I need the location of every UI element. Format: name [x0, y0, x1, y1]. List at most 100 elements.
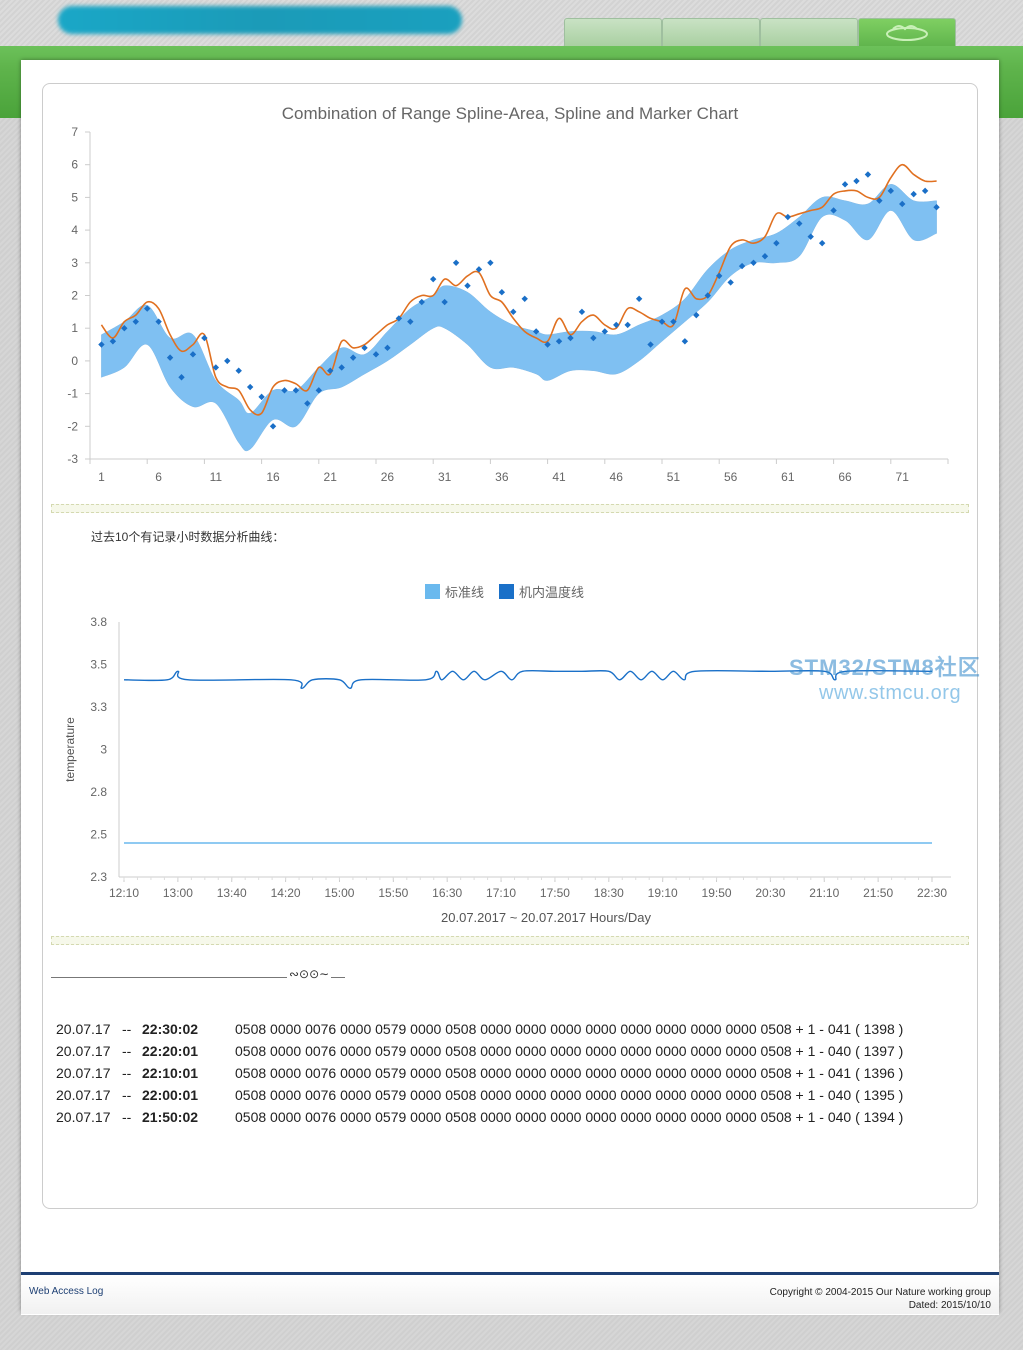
x-tick-label: 61 [781, 470, 795, 484]
x-tick-label: 13:00 [163, 886, 193, 900]
marker-point [727, 279, 734, 286]
log-list: 20.07.17 -- 22:30:02 0508 0000 0076 0000 05… [56, 1018, 976, 1128]
dated-text: Dated: 2015/10/10 [908, 1300, 991, 1311]
range-area-series [101, 184, 937, 452]
marker-point [395, 315, 403, 322]
y-tick-label: 5 [71, 190, 78, 204]
y-tick-label: 3.8 [90, 615, 107, 629]
log-time: 22:00:01 [142, 1087, 199, 1103]
marker-point [487, 259, 494, 266]
x-tick-label: 36 [495, 470, 509, 484]
nav-tab-active[interactable] [858, 18, 956, 47]
marker-point [361, 344, 368, 352]
page-container: Combination of Range Spline-Area, Spline… [21, 60, 999, 1315]
x-axis-title: 20.07.2017 ~ 20.07.2017 Hours/Day [441, 910, 651, 925]
y-tick-label: 2 [71, 289, 78, 303]
nav-tab-2[interactable] [662, 18, 760, 47]
x-tick-label: 1 [98, 470, 105, 484]
ornament-divider: ∾⊙⊙∼ [51, 967, 345, 982]
marker-point [510, 308, 517, 316]
legend-item-standard[interactable]: 标准线 [425, 582, 484, 601]
watermark: STM32/STM8社区 www.stmcu.org [789, 650, 981, 705]
marker-point [544, 341, 551, 348]
marker-point [464, 282, 471, 289]
x-tick-label: 13:40 [217, 886, 247, 900]
log-row: 20.07.17 -- 22:00:01 0508 0000 0076 0000 05… [56, 1084, 976, 1106]
marker-point [876, 197, 883, 204]
x-tick-label: 21:10 [809, 886, 839, 900]
marker-point [269, 423, 277, 430]
log-separator: -- [122, 1109, 132, 1125]
footer: Web Access Log Copyright © 2004-2015 Our… [21, 1272, 999, 1315]
x-tick-label: 46 [610, 470, 624, 484]
log-date: 20.07.17 [56, 1021, 111, 1037]
marker-point [818, 239, 826, 247]
y-tick-label: 3 [71, 256, 78, 270]
marker-point [578, 308, 586, 316]
marker-point [601, 328, 608, 335]
x-tick-label: 26 [381, 470, 395, 484]
marker-point [853, 177, 860, 185]
x-tick-label: 71 [896, 470, 910, 484]
marker-point [132, 318, 139, 325]
hours-analysis-label: 过去10个有记录小时数据分析曲线： [91, 530, 285, 544]
marker-point [430, 275, 437, 283]
marker-point [841, 181, 849, 188]
marker-point [887, 187, 894, 195]
legend-swatch-temperature [499, 584, 514, 599]
marker-point [567, 334, 574, 342]
marker-point [796, 220, 803, 227]
marker-point [693, 311, 700, 319]
x-tick-label: 11 [210, 470, 223, 484]
x-tick-label: 6 [155, 470, 162, 484]
marker-point [189, 351, 197, 358]
y-tick-label: 2.5 [90, 828, 107, 842]
watermark-title: STM32/STM8社区 [789, 655, 981, 680]
log-date: 20.07.17 [56, 1065, 111, 1081]
x-tick-label: 17:50 [540, 886, 570, 900]
log-time: 22:20:01 [142, 1043, 199, 1059]
log-separator: -- [122, 1021, 132, 1037]
marker-point [750, 259, 757, 266]
ornament-line [51, 977, 345, 978]
y-tick-label: 2.3 [90, 870, 107, 884]
marker-point [704, 292, 711, 299]
marker-point [384, 344, 391, 352]
marker-point [212, 364, 220, 371]
y-tick-label: -1 [67, 387, 78, 401]
log-row: 20.07.17 -- 21:50:02 0508 0000 0076 0000 05… [56, 1106, 976, 1128]
spline-series [100, 163, 937, 416]
marker-point [624, 321, 631, 329]
marker-point [418, 298, 425, 306]
legend-label-standard: 标准线 [445, 585, 485, 600]
marker-point [441, 298, 448, 306]
marker-point [372, 351, 380, 358]
y-tick-label: -2 [67, 419, 78, 433]
marker-point [773, 239, 780, 247]
x-tick-label: 22:30 [917, 886, 947, 900]
marker-point [155, 318, 162, 325]
x-tick-label: 31 [438, 470, 452, 484]
footer-copyright: Copyright © 2004-2015 Our Nature working… [770, 1286, 991, 1312]
nav-tab-1[interactable] [564, 18, 662, 47]
site-logo[interactable] [58, 6, 462, 34]
x-tick-label: 16 [266, 470, 280, 484]
marker-point [864, 171, 872, 178]
log-data: 0508 0000 0076 0000 0579 0000 0508 0000 … [235, 1109, 904, 1125]
marker-point [327, 367, 334, 374]
temperature-chart: 2.3 2.5 2.8 3 3.3 3.5 3.8 12:10 13:00 13:40 14:20 1… [63, 615, 951, 925]
log-date: 20.07.17 [56, 1043, 111, 1059]
y-tick-label: 4 [71, 223, 78, 237]
marker-point [109, 338, 117, 345]
marker-point [258, 393, 265, 401]
marker-point [716, 272, 723, 280]
marker-point [784, 213, 792, 221]
legend-item-temperature[interactable]: 机内温度线 [499, 582, 584, 601]
x-tick-label: 18:30 [594, 886, 624, 900]
hand-icon [886, 25, 928, 41]
nav-tab-3[interactable] [760, 18, 858, 47]
web-access-log-link[interactable]: Web Access Log [29, 1286, 104, 1297]
marker-point [590, 334, 597, 342]
marker-point [407, 318, 414, 325]
